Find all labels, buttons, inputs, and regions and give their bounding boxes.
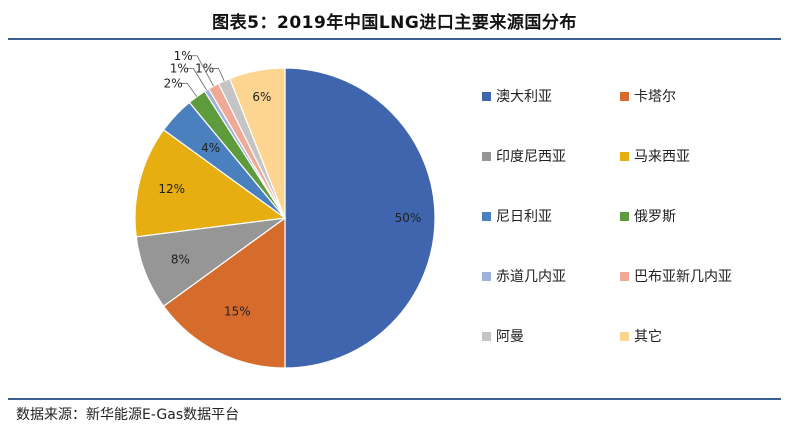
legend-swatch bbox=[620, 271, 629, 281]
legend-item: 赤道几内亚 bbox=[482, 266, 566, 286]
legend-label: 其它 bbox=[634, 329, 662, 345]
legend-item: 巴布亚新几内亚 bbox=[620, 266, 732, 286]
source-note: 数据来源：新华能源E-Gas数据平台 bbox=[16, 407, 240, 423]
data-label: 1% bbox=[195, 62, 214, 76]
data-label: 4% bbox=[201, 141, 220, 155]
legend-label: 马来西亚 bbox=[634, 149, 690, 165]
legend-item: 尼日利亚 bbox=[482, 206, 552, 226]
legend-swatch bbox=[620, 91, 629, 101]
legend-label: 澳大利亚 bbox=[496, 89, 552, 105]
legend-label: 尼日利亚 bbox=[496, 209, 552, 225]
legend-label: 印度尼西亚 bbox=[496, 149, 566, 165]
legend-label: 赤道几内亚 bbox=[496, 269, 566, 285]
legend-label: 阿曼 bbox=[496, 329, 524, 345]
data-label: 8% bbox=[171, 252, 190, 266]
legend-item: 俄罗斯 bbox=[620, 206, 676, 226]
legend-swatch bbox=[482, 211, 491, 221]
label-leader-line bbox=[181, 82, 198, 97]
legend-label: 俄罗斯 bbox=[634, 209, 676, 225]
pie-slice bbox=[229, 67, 286, 219]
pie-slice bbox=[162, 216, 286, 369]
legend-swatch bbox=[620, 331, 629, 341]
legend-item: 马来西亚 bbox=[620, 146, 690, 166]
label-leader-line bbox=[187, 67, 207, 91]
legend-item: 阿曼 bbox=[482, 326, 524, 346]
legend-item: 卡塔尔 bbox=[620, 86, 676, 106]
label-leader-line bbox=[191, 55, 214, 87]
legend-swatch bbox=[482, 151, 491, 161]
data-label: 1% bbox=[174, 49, 193, 63]
legend-swatch bbox=[482, 91, 491, 101]
pie-slice bbox=[284, 67, 436, 369]
pie-slice bbox=[134, 128, 287, 238]
legend-swatch bbox=[620, 151, 629, 161]
data-label: 50% bbox=[395, 211, 422, 225]
legend-swatch bbox=[482, 271, 491, 281]
data-label: 12% bbox=[158, 182, 185, 196]
data-label: 6% bbox=[252, 90, 271, 104]
data-label: 1% bbox=[170, 61, 189, 75]
legend-label: 卡塔尔 bbox=[634, 89, 676, 105]
legend-label: 巴布亚新几内亚 bbox=[634, 269, 732, 285]
legend-swatch bbox=[482, 331, 491, 341]
data-label: 2% bbox=[164, 76, 183, 90]
chart-title: 图表5：2019年中国LNG进口主要来源国分布 bbox=[212, 13, 577, 33]
label-leader-line bbox=[212, 68, 225, 82]
legend-item: 印度尼西亚 bbox=[482, 146, 566, 166]
legend-item: 澳大利亚 bbox=[482, 86, 552, 106]
source-divider bbox=[8, 398, 781, 400]
data-label: 15% bbox=[224, 305, 251, 319]
legend-swatch bbox=[620, 211, 629, 221]
title-divider bbox=[8, 38, 781, 40]
legend-item: 其它 bbox=[620, 326, 662, 346]
